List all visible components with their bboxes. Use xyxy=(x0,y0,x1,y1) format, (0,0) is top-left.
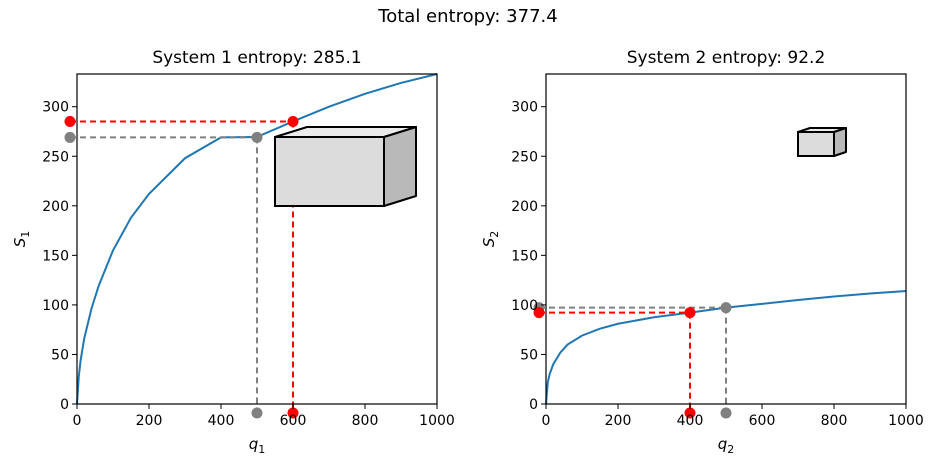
system-1-x-tick-label: 600 xyxy=(280,413,307,429)
system-1-x-tick-label: 1000 xyxy=(419,413,455,429)
system-2-x-axis-label-subscript: 2 xyxy=(727,443,734,456)
system-2-x-axis-label: q2 xyxy=(718,435,735,456)
system-2-previous-x-marker xyxy=(720,407,732,419)
system-2-current-x-marker xyxy=(684,407,696,419)
system-1-y-tick-label: 150 xyxy=(42,248,69,264)
system-2-y-tick-label: 250 xyxy=(511,149,538,165)
box-side-face xyxy=(833,127,847,157)
system-1-axes-frame xyxy=(76,73,438,405)
system-2-x-tick-label: 0 xyxy=(542,413,551,429)
system-2-previous-point xyxy=(720,302,732,314)
system-2-axes-frame xyxy=(545,73,907,405)
system-2-y-tick-label: 300 xyxy=(511,100,538,116)
system-1-y-tick-label: 300 xyxy=(42,100,69,116)
system-2-y-tick-label: 200 xyxy=(511,199,538,215)
system-1-previous-point xyxy=(251,131,263,143)
system-1-current-x-marker xyxy=(287,407,299,419)
system-2-x-tick-label: 800 xyxy=(821,413,848,429)
system-1-y-tick-label: 100 xyxy=(42,298,69,314)
system-1-panel: System 1 entropy: 285.10 200 400 600 800 1000… xyxy=(11,48,455,456)
system-1-y-axis-label: S1 xyxy=(11,231,32,248)
system-2-y-tick-label: 50 xyxy=(520,347,538,363)
system-2-x-tick-label: 600 xyxy=(749,413,776,429)
system-2-x-tick-label: 200 xyxy=(605,413,632,429)
figure-suptitle: Total entropy: 377.4 xyxy=(377,6,557,27)
system-1-previous-y-marker xyxy=(64,131,76,143)
system-1-x-tick-label: 200 xyxy=(136,413,163,429)
system-1-x-axis-label: q1 xyxy=(249,435,266,456)
system-1-y-tick-label: 50 xyxy=(51,347,69,363)
system-1-x-tick-label: 0 xyxy=(73,413,82,429)
system-1-x-tick-label: 400 xyxy=(208,413,235,429)
system-1-x-tick-label: 800 xyxy=(352,413,379,429)
system-1-y-tick-label: 0 xyxy=(60,397,69,413)
system-2-current-point xyxy=(684,307,696,319)
system-1-y-axis-label-subscript: 1 xyxy=(19,231,32,238)
system-2-x-tick-label: 400 xyxy=(677,413,704,429)
box-side-face xyxy=(383,126,417,207)
system-1-y-tick-label: 250 xyxy=(42,149,69,165)
system-2-y-axis-label-subscript: 2 xyxy=(488,231,501,238)
system-2-y-tick-label: 100 xyxy=(511,298,538,314)
system-2-x-tick-label: 1000 xyxy=(888,413,924,429)
system-1-entropy-curve xyxy=(76,73,438,405)
system-1-current-y-marker xyxy=(64,115,76,127)
system-1-title: System 1 entropy: 285.1 xyxy=(152,48,361,68)
system-1-current-point xyxy=(287,115,299,127)
system-1-box-icon xyxy=(274,126,417,207)
system-2-panel: System 2 entropy: 92.2 0 200 400 600 800 1000 0… xyxy=(480,48,924,456)
system-1-previous-x-marker xyxy=(251,407,263,419)
system-2-y-axis-label: S2 xyxy=(480,231,501,248)
system-2-y-tick-label: 0 xyxy=(529,397,538,413)
system-1-y-tick-label: 200 xyxy=(42,199,69,215)
system-1-x-axis-label-subscript: 1 xyxy=(258,443,265,456)
system-2-title: System 2 entropy: 92.2 xyxy=(627,48,826,68)
box-front-face xyxy=(274,136,385,207)
system-2-y-tick-label: 150 xyxy=(511,248,538,264)
system-2-entropy-curve xyxy=(545,290,907,405)
system-2-box-icon xyxy=(797,127,847,157)
system-2-current-y-marker xyxy=(533,307,545,319)
box-front-face xyxy=(797,131,835,157)
